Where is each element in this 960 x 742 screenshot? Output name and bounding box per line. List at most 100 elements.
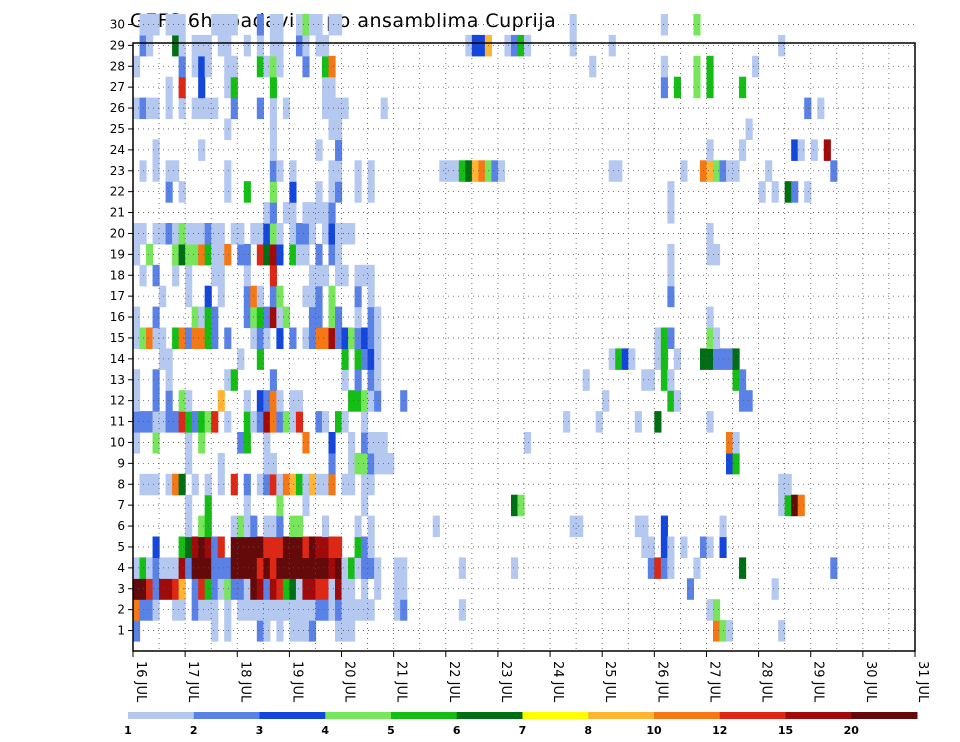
heatmap-cell xyxy=(133,327,141,349)
y-tick-label: 28 xyxy=(110,59,125,73)
heatmap-cell xyxy=(308,557,317,579)
heatmap-cell xyxy=(315,411,323,433)
heatmap-cell xyxy=(289,181,297,203)
heatmap-cell xyxy=(152,327,160,349)
heatmap-cell xyxy=(328,557,336,579)
heatmap-cell xyxy=(647,369,655,391)
heatmap-cell xyxy=(243,306,251,329)
heatmap-cell xyxy=(152,223,160,245)
heatmap-cell xyxy=(152,557,160,579)
heatmap-cell xyxy=(302,557,310,579)
heatmap-cell xyxy=(224,369,232,391)
heatmap-cell xyxy=(348,578,356,600)
heatmap-cell xyxy=(367,536,375,558)
heatmap-cell xyxy=(673,348,681,370)
heatmap-cell xyxy=(243,515,251,538)
heatmap-cell xyxy=(243,411,251,433)
heatmap-cell xyxy=(198,411,206,433)
heatmap-cell xyxy=(276,285,284,308)
heatmap-cell xyxy=(321,223,330,245)
heatmap-cell xyxy=(191,411,199,433)
heatmap-cell xyxy=(172,34,180,57)
heatmap-cell xyxy=(712,599,721,621)
heatmap-cell xyxy=(654,557,662,579)
heatmap-cell xyxy=(276,55,284,78)
heatmap-cell xyxy=(256,55,264,78)
heatmap-cell xyxy=(302,14,310,36)
heatmap-cell xyxy=(256,243,264,266)
y-tick-label: 16 xyxy=(110,310,125,324)
heatmap-cell xyxy=(374,452,382,475)
heatmap-cell xyxy=(198,432,206,454)
heatmap-cell xyxy=(243,34,251,57)
heatmap-cell xyxy=(256,473,264,496)
heatmap-cell xyxy=(348,390,356,412)
heatmap-cell xyxy=(263,327,271,349)
heatmap-cell xyxy=(198,243,206,266)
heatmap-cell xyxy=(308,473,317,496)
heatmap-cell xyxy=(341,348,349,370)
heatmap-cell xyxy=(230,97,238,120)
heatmap-cell xyxy=(237,432,245,454)
heatmap-cell xyxy=(256,348,264,370)
heatmap-cell xyxy=(198,139,206,161)
heatmap-cell xyxy=(582,369,590,391)
heatmap-cell xyxy=(133,432,141,454)
y-tick-label: 9 xyxy=(117,456,125,470)
heatmap-cell xyxy=(152,139,160,161)
heatmap-cell xyxy=(133,97,141,120)
heatmap-cell xyxy=(159,348,167,370)
x-tick-label: 16 JUL xyxy=(133,661,148,703)
y-tick-label: 15 xyxy=(110,331,125,345)
heatmap-cell xyxy=(693,14,701,36)
heatmap-cell xyxy=(211,557,219,579)
heatmap-cell xyxy=(667,327,675,349)
heatmap-cell xyxy=(315,34,323,57)
heatmap-cell xyxy=(133,411,141,433)
heatmap-cell xyxy=(191,327,199,349)
heatmap-cell xyxy=(198,599,206,621)
heatmap-cell xyxy=(739,390,747,412)
heatmap-cell xyxy=(667,264,675,287)
heatmap-cell xyxy=(276,306,284,329)
heatmap-cell xyxy=(217,14,225,36)
heatmap-cell xyxy=(667,369,675,391)
heatmap-cell xyxy=(726,348,734,370)
heatmap-cell xyxy=(165,578,173,600)
heatmap-cell xyxy=(282,306,290,329)
heatmap-cell xyxy=(361,536,369,558)
heatmap-cell xyxy=(308,536,317,558)
heatmap-cell xyxy=(393,557,401,579)
colorbar-swatch xyxy=(259,712,326,719)
colorbar-label: 6 xyxy=(453,724,461,737)
heatmap-cell xyxy=(328,181,336,203)
heatmap-cell xyxy=(315,285,323,308)
y-tick-label: 22 xyxy=(110,185,125,199)
heatmap-cell xyxy=(361,432,369,454)
heatmap-cell xyxy=(230,515,238,538)
heatmap-cell xyxy=(374,578,382,600)
y-tick-label: 18 xyxy=(110,268,125,282)
heatmap-cell xyxy=(178,536,186,558)
colorbar-label: 4 xyxy=(321,724,329,737)
heatmap-cell xyxy=(367,452,375,475)
heatmap-cell xyxy=(276,557,284,579)
heatmap-cell xyxy=(159,327,167,349)
heatmap-cell xyxy=(159,223,167,245)
heatmap-cell xyxy=(302,327,310,349)
heatmap-cell xyxy=(295,223,304,245)
heatmap-cell xyxy=(341,369,349,391)
heatmap-cell xyxy=(217,452,225,475)
heatmap-cell xyxy=(256,14,264,36)
heatmap-cell xyxy=(458,557,466,579)
heatmap-cell xyxy=(341,411,349,433)
heatmap-cell xyxy=(693,557,701,579)
heatmap-cell xyxy=(152,160,160,182)
heatmap-cell xyxy=(146,34,154,57)
heatmap-cell xyxy=(224,578,232,600)
heatmap-cell xyxy=(667,181,675,203)
heatmap-cell xyxy=(361,494,369,517)
heatmap-cell xyxy=(198,578,206,600)
heatmap-cell xyxy=(823,139,831,161)
y-tick-label: 27 xyxy=(110,80,125,94)
